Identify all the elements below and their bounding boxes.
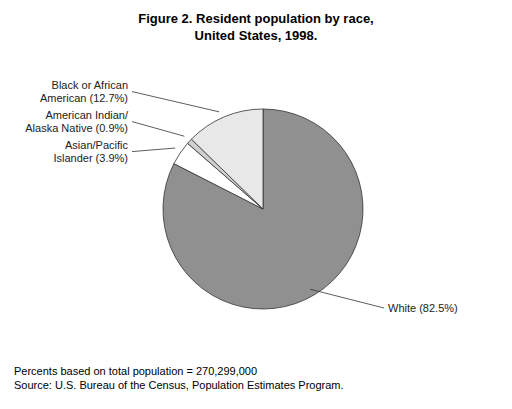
svg-text:White (82.5%): White (82.5%) — [388, 302, 458, 314]
html-text:Source: U.S. Bureau of the Cen: Source: U.S. Bureau of the Census, Popul… — [14, 379, 344, 391]
html-text:Percents based on total popula: Percents based on total population = 270… — [14, 365, 258, 377]
svg-text:Asian/PacificIslander (3.9%): Asian/PacificIslander (3.9%) — [53, 139, 128, 164]
svg-text:American Indian/Alaska Native: American Indian/Alaska Native (0.9%) — [25, 109, 129, 134]
html-text:Figure 2. Resident population: Figure 2. Resident population by race, — [138, 11, 374, 26]
svg-text:Black or AfricanAmerican (12.7: Black or AfricanAmerican (12.7%) — [40, 79, 128, 104]
html-text:United States, 1998.: United States, 1998. — [194, 28, 318, 43]
